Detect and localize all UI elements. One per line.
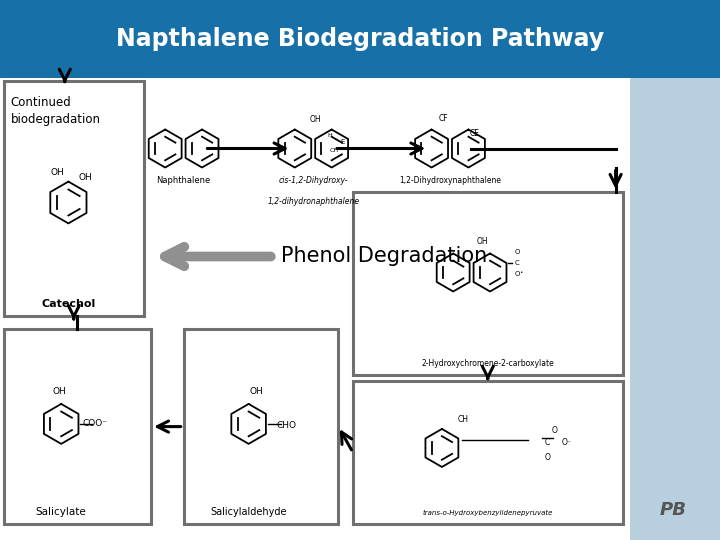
Text: OH: OH bbox=[476, 237, 488, 246]
Text: Catechol: Catechol bbox=[41, 299, 96, 309]
Text: CHO: CHO bbox=[276, 421, 297, 430]
Text: OH: OH bbox=[78, 173, 92, 183]
Text: OH: OH bbox=[249, 387, 263, 396]
Polygon shape bbox=[353, 381, 623, 524]
Text: O⁻: O⁻ bbox=[562, 438, 571, 447]
Text: OH: OH bbox=[53, 387, 66, 396]
Text: •: • bbox=[519, 270, 523, 275]
Text: O: O bbox=[544, 453, 550, 462]
Text: O: O bbox=[552, 427, 558, 435]
Text: CE: CE bbox=[469, 129, 480, 138]
Polygon shape bbox=[630, 78, 720, 540]
Text: trans-o-Hydroxybenzylidenepyruvate: trans-o-Hydroxybenzylidenepyruvate bbox=[423, 510, 553, 516]
Text: Salicylate: Salicylate bbox=[36, 507, 86, 517]
Polygon shape bbox=[4, 329, 151, 524]
Text: H: H bbox=[327, 133, 332, 138]
Text: OH: OH bbox=[310, 114, 321, 124]
Text: C: C bbox=[544, 438, 550, 447]
Text: CH: CH bbox=[330, 148, 338, 153]
Text: Naphthalene: Naphthalene bbox=[156, 176, 211, 185]
Text: Salicylaldehyde: Salicylaldehyde bbox=[210, 507, 287, 517]
Text: CH: CH bbox=[457, 415, 468, 424]
Text: E: E bbox=[341, 139, 345, 145]
Text: cis-1,2-Dihydroxy-: cis-1,2-Dihydroxy- bbox=[279, 176, 348, 185]
Polygon shape bbox=[353, 192, 623, 375]
Text: 1,2-Dihydroxynaphthalene: 1,2-Dihydroxynaphthalene bbox=[399, 176, 501, 185]
Text: PB: PB bbox=[660, 501, 687, 519]
Polygon shape bbox=[4, 81, 144, 316]
Text: O: O bbox=[515, 272, 520, 278]
Text: C: C bbox=[515, 260, 520, 266]
Text: O: O bbox=[515, 248, 520, 254]
Text: CF: CF bbox=[438, 113, 448, 123]
Text: Phenol Degradation: Phenol Degradation bbox=[281, 246, 487, 267]
Text: Napthalene Biodegradation Pathway: Napthalene Biodegradation Pathway bbox=[116, 27, 604, 51]
Text: Continued
biodegradation: Continued biodegradation bbox=[11, 96, 101, 126]
Text: 2-Hydroxychromene-2-carboxylate: 2-Hydroxychromene-2-carboxylate bbox=[421, 359, 554, 368]
Text: 1,2-dihydronaphthalene: 1,2-dihydronaphthalene bbox=[267, 197, 359, 206]
Polygon shape bbox=[0, 0, 720, 78]
Polygon shape bbox=[184, 329, 338, 524]
Text: OH: OH bbox=[50, 167, 64, 177]
Text: COO⁻: COO⁻ bbox=[83, 420, 108, 428]
